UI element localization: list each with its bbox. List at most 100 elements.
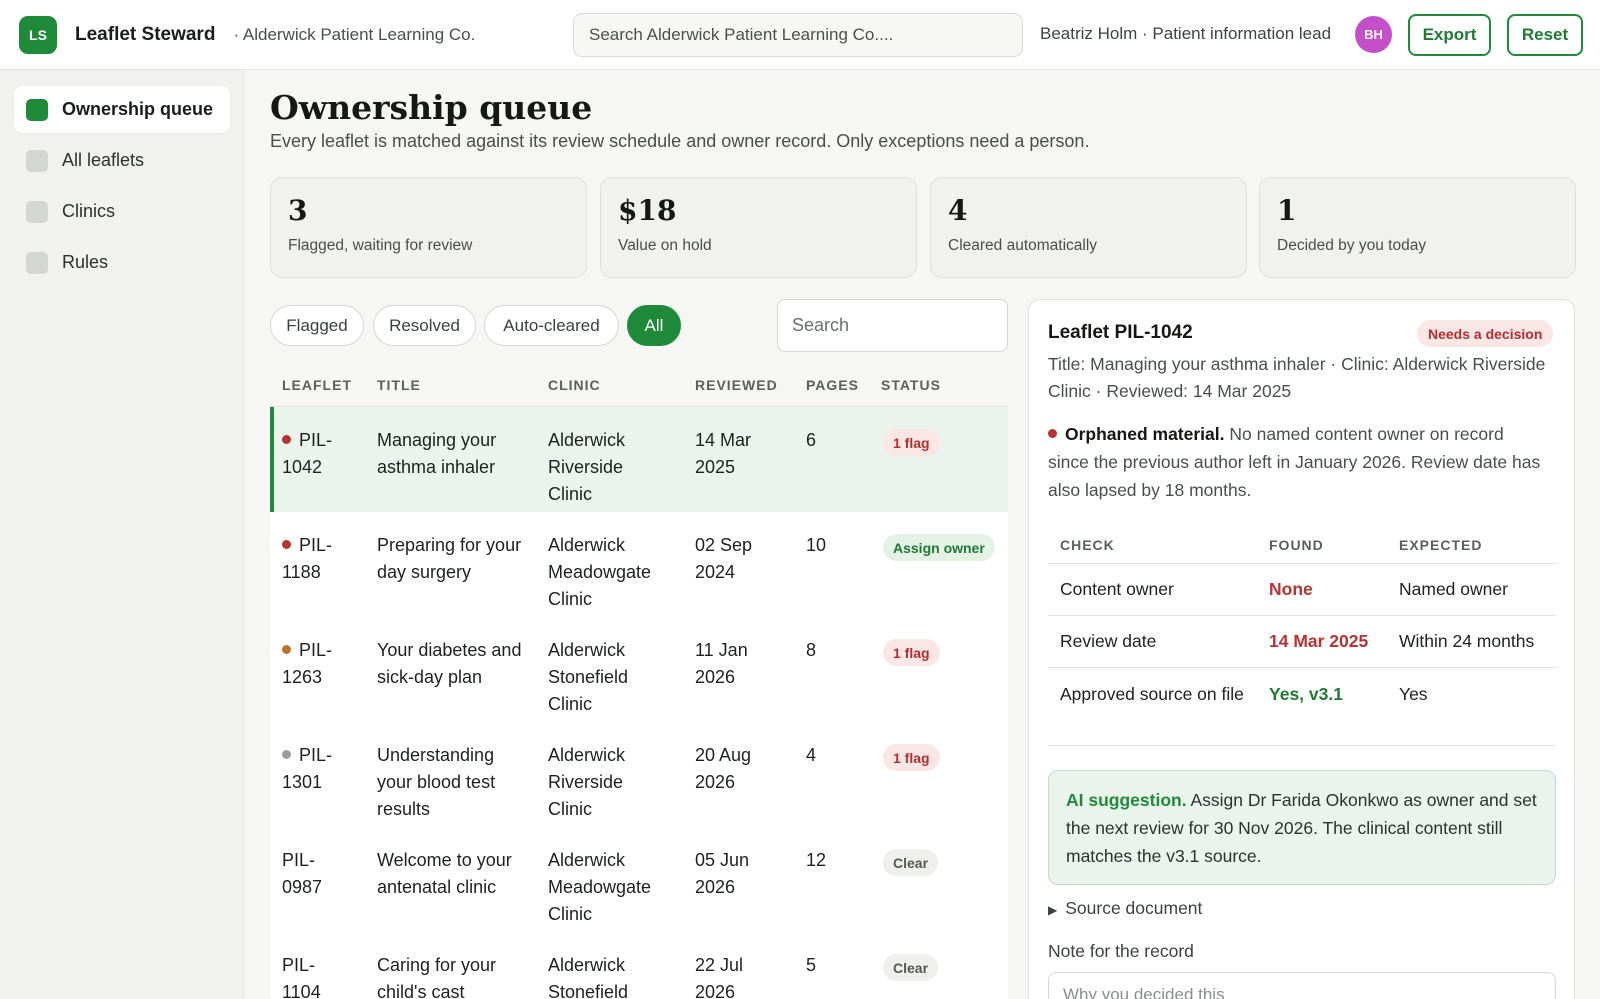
column-header-reviewed[interactable]: REVIEWED: [695, 377, 778, 393]
stat-value: 3: [288, 194, 308, 227]
column-header-leaflet[interactable]: LEAFLET: [282, 377, 352, 393]
sidebar-item-label: All leaflets: [62, 150, 145, 170]
check-row-review-date: Review date 14 Mar 2025 Within 24 months: [1048, 615, 1556, 667]
nav-square-icon: [26, 98, 48, 121]
nav-square-icon: [26, 149, 48, 172]
global-search-input[interactable]: Search Alderwick Patient Learning Co....: [573, 13, 1023, 57]
leaflet-title: Managing your asthma inhaler: [377, 430, 497, 477]
expected-column-header: EXPECTED: [1399, 537, 1483, 553]
stat-value: 1: [1277, 194, 1297, 227]
sidebar-item-label: Ownership queue: [62, 99, 214, 119]
leaflet-id: PIL- 0987: [282, 850, 323, 897]
leaflet-id: PIL- 1188: [282, 535, 333, 582]
reviewed-date: 11 Jan 2026: [695, 640, 748, 687]
issue-title: Orphaned material.: [1065, 424, 1225, 444]
sidebar-item-ownership-queue[interactable]: Ownership queue: [14, 86, 230, 133]
reviewed-date: 14 Mar 2025: [695, 430, 752, 477]
reset-button[interactable]: Reset: [1507, 14, 1583, 56]
status-badge: Needs a decision: [1417, 320, 1554, 347]
app-logo[interactable]: LS: [19, 15, 57, 54]
app-name: Leaflet Steward: [75, 23, 216, 45]
filter-chip-flagged[interactable]: Flagged: [270, 305, 364, 346]
source-document-toggle[interactable]: ▶ Source document: [1048, 898, 1202, 919]
leaflet-title: Preparing for your day surgery: [377, 535, 522, 582]
sidebar-item-label: Clinics: [62, 201, 116, 221]
note-input[interactable]: Why you decided this: [1048, 972, 1556, 999]
leaflet-title: Caring for your child's cast: [377, 955, 497, 999]
leaflet-title: Your diabetes and sick-day plan: [377, 640, 522, 687]
status-dot-icon: [282, 750, 291, 759]
check-row-content-owner: Content owner None Named owner: [1048, 563, 1556, 615]
detail-panel: Leaflet PIL-1042 Needs a decision Title:…: [1028, 299, 1575, 999]
filter-chip-all[interactable]: All: [627, 305, 681, 346]
issue-description: Orphaned material. No named content owne…: [1048, 420, 1548, 504]
table-row[interactable]: PIL- 1263 Your diabetes and sick-day plan A…: [270, 617, 1008, 724]
table-row[interactable]: PIL- 0987 Welcome to your antenatal clinic…: [270, 827, 1008, 934]
leaflet-id: PIL- 1042: [282, 430, 333, 477]
sidebar-item-clinics[interactable]: Clinics: [14, 188, 230, 235]
page-count: 4: [806, 745, 817, 765]
stat-label: Flagged, waiting for review: [288, 237, 473, 254]
reviewed-date: 20 Aug 2026: [695, 745, 752, 792]
table-header-divider: [270, 406, 1008, 407]
column-header-title[interactable]: TITLE: [377, 377, 421, 393]
table-search-input[interactable]: Search: [777, 299, 1008, 352]
clinic-name: Alderwick Riverside Clinic: [548, 745, 626, 819]
clinic-name: Alderwick Stonefield Clinic: [548, 640, 629, 714]
check-name: Approved source on file: [1060, 684, 1244, 704]
stat-card-decided: 1 Decided by you today: [1259, 177, 1576, 278]
status-dot-icon: [282, 540, 291, 549]
ai-suggestion: AI suggestion. Assign Dr Farida Okonkwo …: [1048, 770, 1556, 885]
reviewed-date: 22 Jul 2026: [695, 955, 744, 999]
sidebar: Ownership queue All leaflets Clinics Rul…: [0, 70, 244, 999]
table-row[interactable]: PIL- 1104 Caring for your child's cast Alde…: [270, 932, 1008, 999]
ai-suggestion-text: Assign Dr Farida Okonkwo as owner and se…: [1066, 790, 1537, 866]
leaflet-title: Understanding your blood test results: [377, 745, 496, 819]
check-column-header: CHECK: [1060, 537, 1115, 553]
check-name: Content owner: [1060, 579, 1174, 599]
clinic-name: Alderwick Meadowgate Clinic: [548, 535, 652, 609]
note-label: Note for the record: [1048, 941, 1194, 961]
stat-label: Value on hold: [618, 237, 712, 254]
column-header-status[interactable]: STATUS: [881, 377, 941, 393]
top-bar: LS Leaflet Steward · Alderwick Patient L…: [0, 0, 1600, 70]
reviewed-date: 05 Jun 2026: [695, 850, 750, 897]
ai-suggestion-label: AI suggestion.: [1066, 790, 1187, 810]
page-count: 8: [806, 640, 817, 660]
status-badge: 1 flag: [883, 639, 940, 666]
check-row-approved-source: Approved source on file Yes, v3.1 Yes: [1048, 667, 1556, 746]
table-row[interactable]: PIL- 1042 Managing your asthma inhaler Alde…: [270, 407, 1008, 514]
filter-chip-auto-cleared[interactable]: Auto-cleared: [484, 305, 619, 346]
nav-square-icon: [26, 200, 48, 223]
status-badge: 1 flag: [883, 429, 940, 456]
stat-card-value-on-hold: $18 Value on hold: [600, 177, 917, 278]
table-row[interactable]: PIL- 1301 Understanding your blood test re…: [270, 722, 1008, 829]
stat-value: $18: [618, 194, 677, 227]
page-subtitle: Every leaflet is matched against its rev…: [270, 131, 1090, 151]
table-row[interactable]: PIL- 1188 Preparing for your day surgery Al…: [270, 512, 1008, 619]
status-dot-icon: [282, 435, 291, 444]
check-found: None: [1269, 579, 1313, 599]
status-badge: Clear: [883, 849, 939, 876]
status-badge: Clear: [883, 954, 939, 981]
nav-square-icon: [26, 251, 48, 274]
column-header-clinic[interactable]: CLINIC: [548, 377, 601, 393]
source-document-label: Source document: [1065, 898, 1203, 918]
page-count: 10: [806, 535, 827, 555]
avatar[interactable]: BH: [1355, 16, 1392, 53]
sidebar-item-rules[interactable]: Rules: [14, 239, 230, 286]
column-header-pages[interactable]: PAGES: [806, 377, 859, 393]
stat-card-cleared: 4 Cleared automatically: [930, 177, 1247, 278]
filter-chip-resolved[interactable]: Resolved: [373, 305, 476, 346]
reviewed-date: 02 Sep 2024: [695, 535, 753, 582]
user-name: Beatriz Holm · Patient information lead: [1040, 24, 1332, 43]
found-column-header: FOUND: [1269, 537, 1324, 553]
sidebar-item-all-leaflets[interactable]: All leaflets: [14, 137, 230, 184]
clinic-name: Alderwick Meadowgate Clinic: [548, 850, 652, 924]
issue-dot-icon: [1048, 429, 1057, 438]
status-badge[interactable]: Assign owner: [883, 534, 995, 561]
status-badge: 1 flag: [883, 744, 940, 771]
export-button[interactable]: Export: [1408, 14, 1491, 56]
clinic-name: Alderwick Stonefield Clinic: [548, 955, 629, 999]
org-name: · Alderwick Patient Learning Co.: [233, 24, 476, 44]
